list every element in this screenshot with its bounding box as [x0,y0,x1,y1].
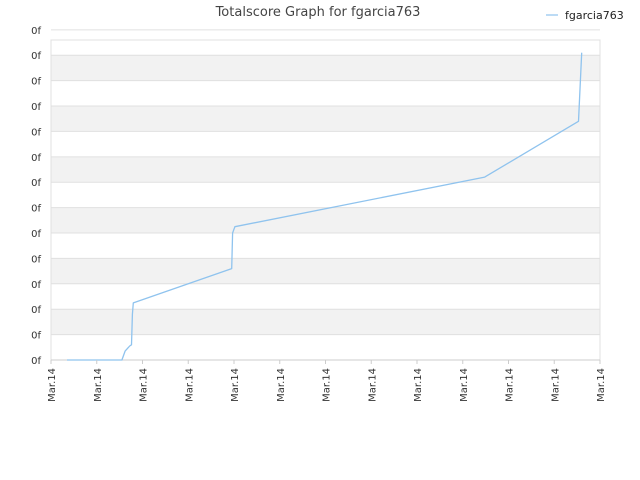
x-tick-label: Mar.14 [596,368,607,402]
x-tick-label: Mar.14 [367,368,378,402]
x-tick-label: Mar.14 [139,368,150,402]
grid-band [51,309,600,335]
chart-title: Totalscore Graph for fgarcia763 [215,5,421,20]
y-tick-label: 0f [31,26,41,37]
x-tick-label: Mar.14 [93,368,104,402]
x-tick-label: Mar.14 [413,368,424,402]
grid-band [51,55,600,81]
grid-band [51,106,600,132]
x-tick-label: Mar.14 [184,368,195,402]
y-tick-label: 0f [31,331,41,342]
grid-band [51,156,600,183]
x-tick-label: Mar.14 [47,368,58,402]
grid-band [51,207,600,234]
y-tick-label: 0f [31,254,41,265]
x-tick-label: Mar.14 [459,368,470,402]
x-tick-label: Mar.14 [550,368,561,402]
y-tick-label: 0f [31,102,41,113]
x-tick-label: Mar.14 [322,368,333,402]
y-tick-label: 0f [31,229,41,240]
y-tick-label: 0f [31,77,41,88]
x-tick-label: Mar.14 [276,368,287,402]
y-tick-label: 0f [31,204,41,215]
y-tick-label: 0f [31,280,41,291]
y-tick-label: 0f [31,305,41,316]
y-tick-label: 0f [31,127,41,138]
y-tick-label: 0f [31,356,41,367]
y-tick-label: 0f [31,51,41,62]
y-tick-label: 0f [31,153,41,164]
series-line [67,52,583,361]
y-tick-label: 0f [31,178,41,189]
grid-band [51,258,600,284]
x-tick-label: Mar.14 [505,368,516,402]
legend-label: fgarcia763 [565,9,624,22]
x-tick-label: Mar.14 [230,368,241,402]
legend: fgarcia763 [546,9,624,22]
